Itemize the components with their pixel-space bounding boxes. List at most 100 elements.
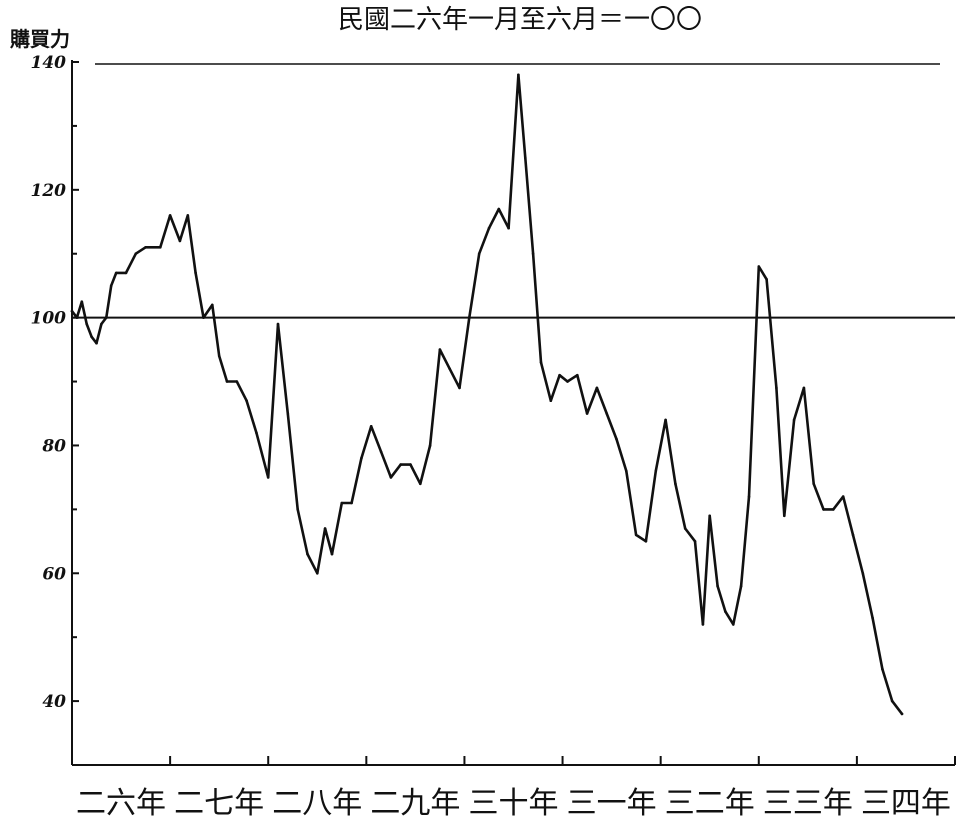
x-tick-label: 二九年 (370, 786, 460, 821)
data-point (732, 623, 735, 626)
data-point (255, 431, 258, 435)
data-point (549, 399, 553, 403)
data-point (812, 482, 815, 486)
data-point (524, 156, 527, 160)
y-tick-label: 120 (31, 181, 67, 201)
data-point (144, 246, 147, 249)
data-point (724, 610, 727, 613)
y-tick-label: 140 (31, 53, 67, 73)
data-point (832, 508, 835, 511)
data-point (70, 309, 74, 313)
data-point (683, 527, 687, 530)
chart-title: 民國二六年一月至六月＝一〇〇 (338, 5, 702, 35)
data-point (276, 322, 280, 326)
data-point (360, 456, 363, 460)
data-point (438, 348, 442, 351)
data-point (389, 476, 393, 479)
data-point (306, 552, 309, 556)
data-point (644, 540, 648, 543)
data-point (497, 207, 501, 211)
data-point (487, 226, 491, 230)
x-tick-label: 三三年 (763, 786, 853, 821)
data-point (822, 508, 825, 511)
data-point (409, 463, 412, 466)
data-point (674, 482, 677, 486)
data-point (235, 380, 239, 383)
data-point (330, 552, 334, 556)
series-group (70, 73, 904, 716)
data-point (245, 399, 248, 403)
data-point (775, 386, 778, 390)
data-point (783, 514, 786, 518)
y-tick-label: 80 (41, 436, 66, 456)
data-point (664, 418, 667, 422)
data-point (566, 380, 569, 383)
data-point (90, 335, 93, 339)
data-point (585, 412, 589, 415)
data-point (124, 271, 128, 275)
y-tick-label: 60 (42, 564, 66, 584)
data-point (477, 252, 481, 255)
data-point (266, 476, 270, 479)
data-point (448, 367, 452, 371)
data-point (708, 514, 711, 518)
data-point (85, 322, 88, 326)
data-point (701, 623, 705, 626)
x-tick-label: 二七年 (174, 786, 264, 821)
y-axis-label: 購買力 (10, 27, 70, 51)
data-point (615, 437, 618, 441)
data-point (851, 533, 855, 537)
x-tick-label: 三十年 (469, 786, 559, 821)
data-point (517, 73, 520, 77)
data-point (109, 284, 113, 288)
data-point (458, 386, 461, 390)
data-point (419, 482, 422, 486)
data-point (693, 540, 697, 543)
data-point (747, 495, 751, 498)
data-point (634, 533, 638, 537)
data-point (468, 316, 471, 319)
data-point (654, 469, 658, 473)
data-point (186, 214, 190, 217)
data-point (369, 425, 373, 428)
data-point (80, 300, 84, 304)
data-point (765, 278, 768, 281)
data-point (576, 373, 579, 377)
data-point (428, 444, 432, 447)
y-tick-label: 100 (31, 309, 67, 329)
data-point (900, 712, 904, 716)
data-point (95, 341, 98, 345)
data-point (881, 667, 884, 671)
data-point (539, 361, 543, 364)
x-tick-label: 三一年 (567, 786, 657, 821)
data-point (168, 214, 172, 217)
data-point (217, 354, 221, 358)
data-point (316, 572, 319, 575)
x-tick-label: 二八年 (272, 786, 362, 821)
data-point (286, 412, 290, 415)
data-point (159, 246, 162, 249)
data-point (792, 418, 796, 422)
data-point (75, 316, 79, 319)
data-point (340, 501, 344, 505)
data-point (558, 373, 561, 377)
data-point (134, 252, 138, 255)
x-tick-label: 三二年 (665, 786, 755, 821)
y-tick-label: 40 (42, 692, 66, 712)
series-line (70, 73, 904, 716)
data-point (757, 265, 761, 268)
data-point (296, 508, 300, 511)
data-point (225, 380, 229, 383)
data-point (105, 316, 108, 319)
x-ticks: 二六年 二七年 二八年 二九年 三十年 三一年 三二年 三三年 三四年 (71, 756, 956, 821)
axes (71, 60, 955, 766)
data-point (323, 527, 327, 530)
data-point (716, 584, 719, 588)
data-point (861, 572, 865, 575)
data-point (350, 501, 353, 505)
data-point (211, 303, 214, 307)
data-point (871, 616, 874, 620)
data-point (114, 271, 118, 275)
data-point (605, 412, 608, 415)
data-point (739, 584, 743, 588)
